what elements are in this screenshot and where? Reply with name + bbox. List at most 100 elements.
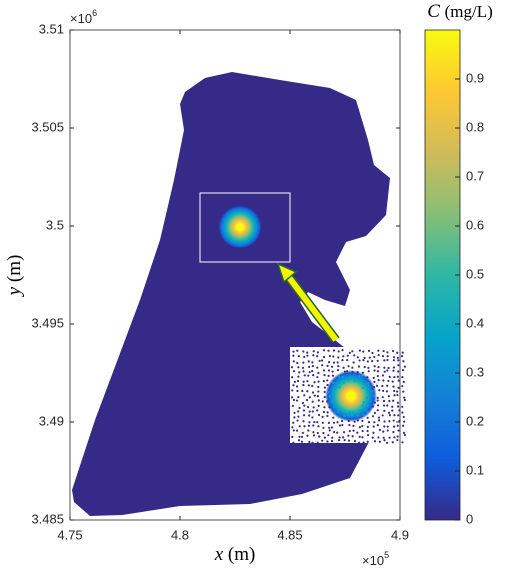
mesh-node (302, 409, 305, 412)
mesh-node (366, 433, 370, 437)
mesh-node (303, 404, 306, 407)
mesh-node (296, 389, 299, 393)
mesh-node (357, 365, 361, 368)
mesh-node (321, 421, 324, 424)
mesh-node (348, 429, 351, 433)
x-axis-label: x (m) (214, 544, 256, 565)
mesh-node (366, 429, 369, 433)
mesh-node (386, 425, 389, 428)
mesh-node (382, 404, 386, 407)
mesh-node (388, 436, 391, 439)
colorbar-tick-label: 0.5 (466, 266, 484, 281)
mesh-node (401, 368, 405, 372)
mesh-node (302, 361, 305, 364)
mesh-node (296, 419, 299, 422)
mesh-node (382, 430, 385, 433)
y-label-unit: (m) (4, 255, 25, 282)
mesh-node (377, 366, 380, 369)
mesh-node (317, 385, 320, 389)
mesh-node (330, 439, 334, 443)
mesh-node (291, 426, 294, 429)
arrow-shaft (285, 274, 339, 342)
mesh-node (338, 381, 341, 384)
x-offset-base: ×10 (362, 553, 384, 568)
colorbar-tick-label: 0.4 (466, 315, 484, 330)
x-offset: ×105 (362, 550, 389, 568)
zoom-box (199, 192, 291, 263)
mesh-node (302, 383, 305, 387)
colorbar-tick-label: 0.8 (466, 119, 484, 134)
mesh-node (358, 441, 361, 444)
mesh-node (381, 374, 385, 377)
mesh-node (327, 434, 330, 437)
mesh-node (343, 414, 346, 418)
mesh-node (396, 424, 399, 427)
mesh-node (362, 350, 365, 353)
mesh-node (382, 399, 386, 402)
mesh-node (362, 401, 365, 404)
mesh-node (297, 375, 300, 378)
mesh-node (363, 356, 366, 360)
mesh-node (396, 351, 399, 354)
mesh-node (341, 349, 344, 352)
mesh-node (290, 396, 294, 399)
mesh-node (356, 371, 359, 374)
mesh-node (317, 380, 320, 383)
mesh-node (382, 389, 385, 392)
mesh-node (341, 359, 344, 362)
mesh-node (323, 436, 326, 439)
mesh-node (348, 351, 351, 355)
mesh-node (308, 396, 311, 399)
mesh-node (361, 419, 364, 422)
mesh-node (352, 376, 355, 379)
mesh-node (371, 405, 374, 408)
y-tick-label: 3.505 (31, 119, 64, 134)
mesh-node (391, 349, 395, 353)
mesh-node (376, 374, 379, 378)
y-tick-label: 3.495 (31, 315, 64, 330)
mesh-node (311, 416, 314, 419)
mesh-node (388, 399, 391, 403)
mesh-node (378, 440, 381, 443)
mesh-node (353, 440, 357, 443)
mesh-node (386, 404, 389, 407)
mesh-node (393, 376, 396, 379)
mesh-node (382, 379, 385, 382)
mesh-node (396, 438, 399, 442)
mesh-node (296, 361, 299, 365)
mesh-node (341, 423, 344, 427)
mesh-node (301, 366, 305, 369)
mesh-node (392, 366, 396, 369)
mesh-node (312, 373, 315, 377)
mesh-node (403, 365, 407, 368)
mesh-node (332, 421, 336, 424)
mesh-node (347, 439, 351, 442)
mesh-node (342, 436, 345, 439)
mesh-node (367, 366, 370, 370)
mesh-node (292, 421, 295, 424)
mesh-node (306, 380, 309, 383)
mesh-node (401, 441, 404, 444)
mesh-node (358, 435, 361, 438)
mesh-node (401, 384, 404, 388)
mesh-node (316, 395, 320, 398)
mesh-node (366, 425, 369, 428)
mesh-node (377, 436, 380, 439)
mesh-node (383, 409, 386, 412)
mesh-node (322, 349, 326, 352)
mesh-node (402, 390, 405, 393)
mesh-node (305, 398, 309, 402)
mesh-node (371, 436, 374, 439)
mesh-node (311, 400, 314, 403)
mesh-node (322, 426, 325, 429)
mesh-node (308, 365, 311, 369)
mesh-node (342, 431, 346, 434)
mesh-node (366, 410, 369, 414)
mesh-node (326, 411, 329, 414)
mesh-node (342, 355, 345, 358)
mesh-node (336, 361, 339, 364)
mesh-node (303, 394, 306, 397)
mesh-node (352, 361, 355, 364)
mesh-node (392, 425, 396, 428)
mesh-node (397, 359, 400, 362)
